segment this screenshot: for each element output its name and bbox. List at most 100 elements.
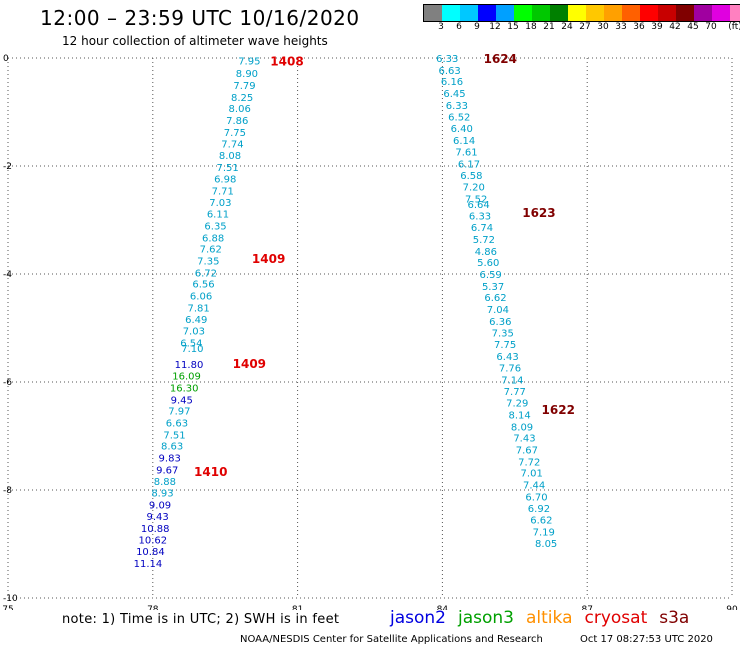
wave-height-value: 7.51	[163, 430, 185, 441]
legend-swatch	[460, 5, 478, 21]
legend-swatch	[532, 5, 550, 21]
legend-label: 21	[543, 22, 555, 32]
y-tick-label: 0	[3, 54, 9, 64]
chart-title: 12:00 – 23:59 UTC 10/16/2020	[40, 6, 360, 30]
wave-height-value: 6.63	[439, 66, 461, 77]
wave-height-value: 7.44	[523, 481, 545, 492]
wave-height-value: 7.67	[516, 446, 538, 457]
wave-height-value: 10.62	[138, 536, 167, 547]
pass-time-label: 1623	[522, 206, 555, 220]
y-tick-label: -8	[3, 486, 12, 496]
wave-height-value: 8.63	[161, 442, 183, 453]
generation-timestamp: Oct 17 08:27:53 UTC 2020	[580, 634, 713, 645]
wave-height-value: 6.17	[458, 159, 480, 170]
wave-height-value: 7.35	[492, 328, 514, 339]
color-legend-bar	[423, 4, 740, 22]
wave-height-value: 6.70	[525, 492, 547, 503]
wave-height-value: 6.06	[190, 292, 212, 303]
legend-label: 9	[474, 22, 480, 32]
x-tick-label: 81	[292, 605, 303, 610]
wave-height-value: 6.98	[214, 174, 236, 185]
wave-height-value: 7.76	[499, 363, 521, 374]
wave-height-value: 5.72	[473, 235, 495, 246]
wave-height-value: 10.84	[136, 547, 165, 558]
wave-height-value: 8.88	[154, 477, 176, 488]
wave-height-value: 6.36	[489, 317, 511, 328]
wave-height-value: 10.88	[141, 524, 170, 535]
wave-height-value: 6.49	[185, 315, 207, 326]
wave-height-value: 6.14	[453, 136, 475, 147]
wave-height-plot: 75 78 81 84 87 90 0 -2 -4 -6 -8 -10 7.958.907.798.2…	[2, 52, 738, 610]
wave-height-value: 7.01	[521, 469, 543, 480]
pass-time-label: 1410	[194, 465, 227, 479]
pass-time-label: 1409	[233, 357, 266, 371]
legend-swatch	[730, 5, 740, 21]
wave-height-value: 9.83	[159, 454, 181, 465]
wave-height-value: 6.64	[467, 200, 489, 211]
wave-height-value: 7.03	[209, 198, 231, 209]
y-tick-label: -4	[3, 270, 12, 280]
wave-height-value: 7.74	[221, 139, 243, 150]
wave-height-value: 7.43	[513, 434, 535, 445]
wave-height-value: 6.16	[441, 77, 463, 88]
legend-label: 30	[597, 22, 609, 32]
footer-note: note: 1) Time is in UTC; 2) SWH is in fe…	[62, 612, 340, 627]
wave-height-value: 6.33	[436, 54, 458, 65]
x-tick-label: 87	[581, 605, 592, 610]
pass-time-label: 1622	[542, 403, 575, 417]
x-tick-label: 84	[437, 605, 449, 610]
legend-label: 24	[561, 22, 573, 32]
wave-height-value: 7.72	[518, 457, 540, 468]
wave-height-value: 16.09	[172, 372, 201, 383]
wave-height-value: 8.05	[535, 539, 557, 550]
wave-height-value: 7.77	[504, 387, 526, 398]
wave-height-value: 7.75	[494, 340, 516, 351]
legend-swatch	[622, 5, 640, 21]
wave-height-value: 7.81	[188, 303, 210, 314]
mission-legend: jason2 jason3 altika cryosat s3a	[390, 608, 701, 628]
mission-label: jason2	[390, 608, 446, 628]
wave-height-value: 7.79	[233, 81, 255, 92]
axis-ticks: 75 78 81 84 87 90 0 -2 -4 -6 -8 -10	[2, 54, 738, 610]
wave-height-value: 6.33	[469, 212, 491, 223]
pass-time-labels: 1408 1409 1409 1410 1624 1623 1622	[194, 52, 575, 479]
wave-height-value: 6.54	[180, 339, 202, 350]
wave-height-value: 4.86	[475, 247, 497, 258]
wave-height-value: 11.80	[175, 360, 204, 371]
legend-swatch	[568, 5, 586, 21]
legend-swatch	[514, 5, 532, 21]
wave-height-value: 6.59	[480, 270, 502, 281]
legend-label: 42	[669, 22, 681, 32]
wave-height-value: 6.58	[460, 171, 482, 182]
wave-height-value: 6.52	[448, 112, 470, 123]
wave-height-value: 9.45	[171, 395, 193, 406]
wave-height-value: 8.14	[508, 410, 530, 421]
chart-subtitle: 12 hour collection of altimeter wave hei…	[62, 34, 328, 48]
wave-height-value: 8.06	[229, 104, 251, 115]
legend-label: 45	[687, 22, 699, 32]
wave-height-value: 7.61	[455, 147, 477, 158]
legend-swatch	[604, 5, 622, 21]
x-tick-label: 78	[147, 605, 159, 610]
wave-height-value: 9.09	[149, 501, 171, 512]
legend-swatch	[478, 5, 496, 21]
y-tick-label: -2	[3, 162, 12, 172]
wave-height-value: 7.10	[181, 344, 203, 355]
wave-height-value: 6.56	[192, 280, 214, 291]
wave-height-value: 7.62	[200, 245, 222, 256]
legend-swatch	[694, 5, 712, 21]
legend-label: 3	[438, 22, 444, 32]
legend-swatch	[658, 5, 676, 21]
wave-height-value: 7.97	[168, 407, 190, 418]
legend-swatch	[586, 5, 604, 21]
wave-height-value: 6.62	[530, 516, 552, 527]
wave-height-value: 7.20	[463, 183, 485, 194]
x-tick-label: 90	[726, 605, 738, 610]
wave-height-value: 6.62	[484, 293, 506, 304]
legend-swatch	[640, 5, 658, 21]
wave-height-value: 16.30	[170, 383, 199, 394]
wave-height-value: 6.11	[207, 210, 229, 221]
wave-height-value: 9.43	[146, 512, 168, 523]
wave-height-value: 6.40	[451, 124, 473, 135]
wave-height-value: 5.37	[482, 282, 504, 293]
